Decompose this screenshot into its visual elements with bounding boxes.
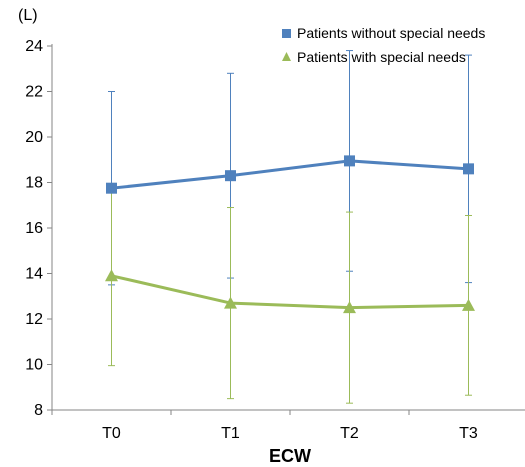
y-tick-label: 8	[34, 402, 43, 419]
series-line-2	[111, 274, 469, 310]
y-axis-unit: (L)	[18, 7, 38, 24]
data-point-series-2	[462, 298, 475, 311]
y-tick-label: 16	[25, 220, 43, 237]
data-point-series-2	[343, 301, 356, 314]
legend-marker-series-2	[282, 52, 291, 61]
data-point-series-1	[106, 182, 117, 194]
x-tick-label: T3	[459, 425, 478, 442]
y-tick-label: 24	[25, 38, 43, 55]
x-axis-label: ECW	[269, 446, 311, 466]
legend-label-series-2: Patients with special needs	[297, 49, 466, 65]
y-tick-label: 22	[25, 84, 43, 101]
data-point-series-2	[105, 269, 118, 282]
plot-area	[105, 50, 475, 404]
y-tick-label: 20	[25, 129, 43, 146]
data-point-series-1	[463, 163, 474, 175]
axes: 8 10 12 14 16 18 20 22 24 T0 T1 T2 T3	[25, 38, 525, 442]
legend: Patients without special needs Patients …	[282, 25, 485, 65]
data-point-series-2	[224, 296, 237, 309]
series-line-1	[111, 159, 469, 190]
y-tick-label: 10	[25, 357, 43, 374]
data-point-series-1	[344, 155, 355, 167]
data-point-series-1	[225, 170, 236, 182]
y-tick-label: 12	[25, 311, 43, 328]
legend-label-series-1: Patients without special needs	[297, 25, 485, 41]
y-tick-label: 14	[25, 266, 43, 283]
y-tick-label: 18	[25, 175, 43, 192]
x-tick-label: T0	[102, 425, 121, 442]
x-tick-label: T1	[221, 425, 240, 442]
x-tick-label: T2	[340, 425, 359, 442]
legend-marker-series-1	[282, 29, 291, 38]
